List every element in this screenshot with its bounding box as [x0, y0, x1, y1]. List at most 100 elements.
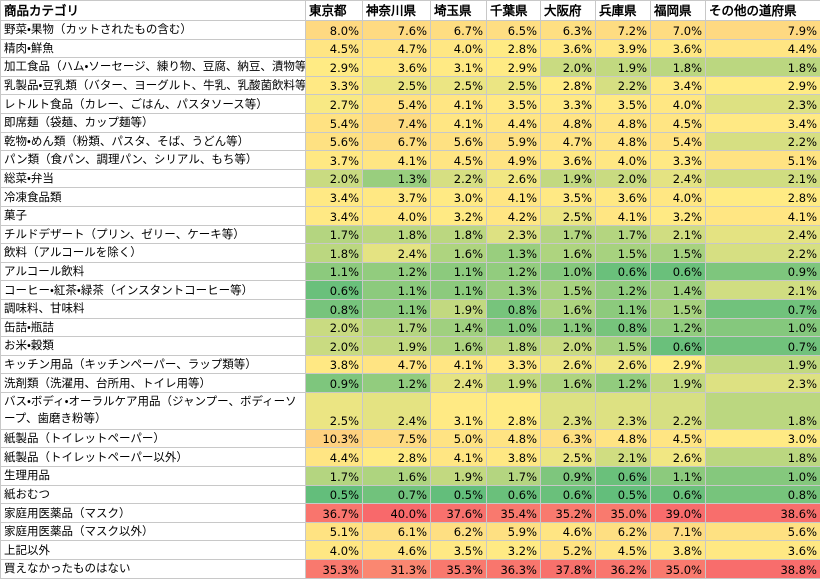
value-cell: 6.7% — [363, 132, 431, 151]
value-cell: 5.1% — [306, 522, 363, 541]
value-cell: 2.2% — [706, 132, 820, 151]
table-row: 即席麺（袋麺、カップ麺等）5.4%7.4%4.1%4.4%4.8%4.8%4.5… — [1, 113, 820, 132]
value-cell: 4.1% — [431, 95, 487, 114]
value-cell: 2.3% — [541, 392, 596, 429]
value-cell: 4.1% — [487, 188, 541, 207]
value-cell: 1.7% — [306, 467, 363, 486]
value-cell: 2.9% — [487, 58, 541, 77]
category-cell: 乾物・めん類（粉類、パスタ、そば、うどん等） — [1, 132, 306, 151]
value-cell: 3.7% — [363, 188, 431, 207]
value-cell: 1.0% — [487, 318, 541, 337]
value-cell: 0.9% — [541, 467, 596, 486]
value-cell: 3.2% — [487, 541, 541, 560]
value-cell: 4.5% — [651, 113, 706, 132]
value-cell: 2.4% — [363, 244, 431, 263]
value-cell: 36.2% — [596, 560, 651, 579]
value-cell: 7.2% — [596, 21, 651, 40]
category-cell: 生理用品 — [1, 467, 306, 486]
value-cell: 6.3% — [541, 21, 596, 40]
value-cell: 0.6% — [651, 485, 706, 504]
value-cell: 2.2% — [706, 244, 820, 263]
value-cell: 1.8% — [706, 58, 820, 77]
value-cell: 0.9% — [706, 262, 820, 281]
category-cell: チルドデザート（プリン、ゼリー、ケーキ等） — [1, 225, 306, 244]
header-cell: 千葉県 — [487, 1, 541, 21]
value-cell: 7.6% — [363, 21, 431, 40]
value-cell: 35.4% — [487, 504, 541, 523]
value-cell: 1.1% — [363, 299, 431, 318]
category-cell: 紙おむつ — [1, 485, 306, 504]
value-cell: 1.6% — [431, 244, 487, 263]
value-cell: 4.6% — [363, 541, 431, 560]
table-row: 家庭用医薬品（マスク）36.7%40.0%37.6%35.4%35.2%35.0… — [1, 504, 820, 523]
value-cell: 3.5% — [431, 541, 487, 560]
value-cell: 6.3% — [541, 429, 596, 448]
value-cell: 1.7% — [306, 225, 363, 244]
value-cell: 5.4% — [306, 113, 363, 132]
value-cell: 1.6% — [541, 374, 596, 393]
table-row: 野菜・果物（カットされたもの含む）8.0%7.6%6.7%6.5%6.3%7.2… — [1, 21, 820, 40]
value-cell: 3.6% — [651, 39, 706, 58]
value-cell: 4.8% — [596, 132, 651, 151]
value-cell: 2.8% — [706, 188, 820, 207]
value-cell: 1.1% — [541, 318, 596, 337]
value-cell: 2.5% — [363, 76, 431, 95]
table-row: 飲料（アルコールを除く）1.8%2.4%1.6%1.3%1.6%1.5%1.5%… — [1, 244, 820, 263]
value-cell: 0.6% — [306, 281, 363, 300]
value-cell: 4.5% — [431, 151, 487, 170]
value-cell: 4.6% — [541, 522, 596, 541]
value-cell: 3.3% — [306, 76, 363, 95]
value-cell: 35.2% — [541, 504, 596, 523]
category-cell: 缶詰・瓶詰 — [1, 318, 306, 337]
value-cell: 0.8% — [487, 299, 541, 318]
value-cell: 0.5% — [431, 485, 487, 504]
value-cell: 1.1% — [306, 262, 363, 281]
value-cell: 3.6% — [706, 541, 820, 560]
value-cell: 2.0% — [306, 318, 363, 337]
value-cell: 1.8% — [706, 392, 820, 429]
value-cell: 1.7% — [487, 467, 541, 486]
value-cell: 3.8% — [306, 355, 363, 374]
value-cell: 2.7% — [306, 95, 363, 114]
header-cell: 兵庫県 — [596, 1, 651, 21]
category-cell: お米・穀類 — [1, 337, 306, 356]
value-cell: 2.0% — [541, 337, 596, 356]
value-cell: 2.6% — [651, 448, 706, 467]
value-cell: 3.4% — [306, 188, 363, 207]
value-cell: 4.5% — [651, 429, 706, 448]
value-cell: 3.6% — [363, 58, 431, 77]
value-cell: 6.1% — [363, 522, 431, 541]
value-cell: 2.5% — [306, 392, 363, 429]
value-cell: 3.5% — [487, 95, 541, 114]
value-cell: 1.4% — [431, 318, 487, 337]
value-cell: 4.8% — [596, 113, 651, 132]
value-cell: 31.3% — [363, 560, 431, 579]
value-cell: 2.9% — [306, 58, 363, 77]
value-cell: 39.0% — [651, 504, 706, 523]
value-cell: 1.9% — [363, 337, 431, 356]
header-row: 商品カテゴリ東京都神奈川県埼玉県千葉県大阪府兵庫県福岡県その他の道府県 — [1, 1, 820, 21]
value-cell: 4.2% — [487, 206, 541, 225]
table-row: チルドデザート（プリン、ゼリー、ケーキ等）1.7%1.8%1.8%2.3%1.7… — [1, 225, 820, 244]
value-cell: 2.1% — [706, 281, 820, 300]
category-cell: レトルト食品（カレー、ごはん、パスタソース等） — [1, 95, 306, 114]
value-cell: 2.3% — [706, 374, 820, 393]
category-cell: パン類（食パン、調理パン、シリアル、もち等） — [1, 151, 306, 170]
value-cell: 6.7% — [431, 21, 487, 40]
value-cell: 0.5% — [596, 485, 651, 504]
value-cell: 4.4% — [706, 39, 820, 58]
value-cell: 3.1% — [431, 392, 487, 429]
category-cell: 家庭用医薬品（マスク以外） — [1, 522, 306, 541]
value-cell: 36.3% — [487, 560, 541, 579]
header-cell: 東京都 — [306, 1, 363, 21]
value-cell: 0.7% — [706, 337, 820, 356]
value-cell: 1.2% — [651, 318, 706, 337]
value-cell: 2.0% — [541, 58, 596, 77]
category-cell: 野菜・果物（カットされたもの含む） — [1, 21, 306, 40]
value-cell: 2.4% — [431, 374, 487, 393]
value-cell: 40.0% — [363, 504, 431, 523]
value-cell: 1.1% — [431, 281, 487, 300]
